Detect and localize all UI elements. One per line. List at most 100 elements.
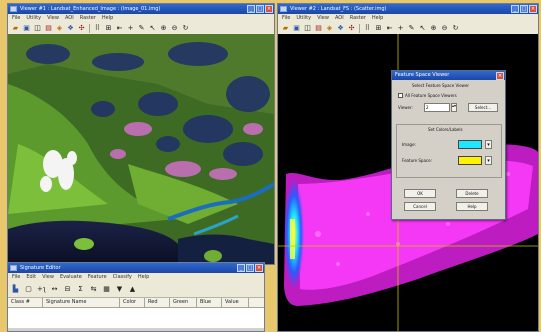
maximize-icon[interactable]: □ xyxy=(246,264,254,272)
menu-feature[interactable]: Feature xyxy=(87,274,107,280)
open-icon[interactable]: ▰ xyxy=(282,23,289,32)
cross-icon[interactable]: + xyxy=(397,23,404,32)
minimize-icon[interactable]: _ xyxy=(237,264,245,272)
zoom-icon[interactable]: ✣ xyxy=(78,23,85,32)
left-viewer-titlebar[interactable]: Viewer #1 : Landsat_Enhanced_Image : (Im… xyxy=(8,4,274,14)
feature-space-dialog: Feature Space Viewer × Select Feature Sp… xyxy=(391,70,506,220)
all-viewers-checkbox[interactable] xyxy=(398,93,403,98)
viewer-spin-button[interactable]: ▴▾ xyxy=(451,103,457,112)
signature-editor-titlebar[interactable]: Signature Editor _ □ × xyxy=(8,263,264,273)
menu-aoi[interactable]: AOI xyxy=(64,15,74,21)
grid-icon[interactable]: ⊞ xyxy=(375,23,382,32)
zoom-in-icon[interactable]: ⊕ xyxy=(430,23,437,32)
dialog-titlebar[interactable]: Feature Space Viewer × xyxy=(392,71,505,80)
column-header-green[interactable]: Green xyxy=(170,298,197,307)
grid-icon[interactable]: ⊞ xyxy=(105,23,112,32)
move-down-icon[interactable]: ▼ xyxy=(116,284,123,293)
replace-icon[interactable]: ↔ xyxy=(51,284,58,293)
menu-aoi[interactable]: AOI xyxy=(334,15,344,21)
column-header-color[interactable]: Color xyxy=(120,298,145,307)
satellite-image-view[interactable] xyxy=(8,34,274,264)
menu-edit[interactable]: Edit xyxy=(26,274,37,280)
menu-utility[interactable]: Utility xyxy=(296,15,312,21)
inquire-icon[interactable]: ✎ xyxy=(408,23,415,32)
ok-button[interactable]: OK xyxy=(404,189,436,198)
menu-help[interactable]: Help xyxy=(371,15,384,21)
feature-color-dropdown[interactable]: ▾ xyxy=(485,156,492,165)
new-signature-icon[interactable]: ▙ xyxy=(12,284,19,293)
column-header-red[interactable]: Red xyxy=(145,298,170,307)
menu-raster[interactable]: Raster xyxy=(79,15,96,21)
arrow-icon[interactable]: ↖ xyxy=(419,23,426,32)
menu-classify[interactable]: Classify xyxy=(112,274,132,280)
rotate-icon[interactable]: ↻ xyxy=(182,23,189,32)
layer-icon[interactable]: ◈ xyxy=(56,23,63,32)
menu-evaluate[interactable]: Evaluate xyxy=(59,274,82,280)
menu-view[interactable]: View xyxy=(47,15,59,21)
zoom-in-icon[interactable]: ⊕ xyxy=(160,23,167,32)
dialog-body: Select Feature Space Viewer All Feature … xyxy=(392,80,505,220)
info-icon[interactable]: ❖ xyxy=(337,23,344,32)
open-icon[interactable]: ▰ xyxy=(12,23,19,32)
select-icon[interactable]: ⠿ xyxy=(94,23,101,32)
delete-button[interactable]: Delete xyxy=(456,189,488,198)
copy-icon[interactable]: ▢ xyxy=(25,284,32,293)
move-up-icon[interactable]: ▲ xyxy=(129,284,136,293)
close-icon[interactable]: × xyxy=(255,264,263,272)
pan-icon[interactable]: ⇤ xyxy=(386,23,393,32)
column-header-class[interactable]: Class # xyxy=(8,298,43,307)
select-button[interactable]: Select... xyxy=(468,103,498,112)
help-button[interactable]: Help xyxy=(456,202,488,211)
zoom-icon[interactable]: ✣ xyxy=(348,23,355,32)
maximize-icon[interactable]: □ xyxy=(256,5,264,13)
menu-file[interactable]: File xyxy=(12,15,21,21)
close-icon[interactable]: × xyxy=(265,5,273,13)
inquire-icon[interactable]: ✎ xyxy=(138,23,145,32)
column-header-value[interactable]: Value xyxy=(222,298,249,307)
sort-icon[interactable]: Σ xyxy=(78,284,83,293)
cross-icon[interactable]: + xyxy=(127,23,134,32)
column-header-blue[interactable]: Blue xyxy=(197,298,222,307)
right-viewer-titlebar[interactable]: Viewer #2 : Landsat_FS : (Scatter.img) _… xyxy=(278,4,538,14)
close-icon[interactable]: × xyxy=(496,72,504,80)
minimize-icon[interactable]: _ xyxy=(511,5,519,13)
add-icon[interactable]: +ʅ xyxy=(36,284,47,293)
edit-icon[interactable]: ▦ xyxy=(103,284,110,293)
signature-editor-window: Signature Editor _ □ × File Edit View Ev… xyxy=(7,262,265,332)
clear-icon[interactable]: ▤ xyxy=(315,23,322,32)
feature-color-swatch[interactable] xyxy=(458,156,482,165)
menu-file[interactable]: File xyxy=(12,274,21,280)
signature-table-body[interactable] xyxy=(8,308,264,328)
clear-icon[interactable]: ▤ xyxy=(45,23,52,32)
save-icon[interactable]: ▣ xyxy=(293,23,300,32)
viewer-number-input[interactable]: 2 xyxy=(424,103,450,112)
dialog-window-controls: × xyxy=(496,72,504,80)
menu-utility[interactable]: Utility xyxy=(26,15,42,21)
menu-view[interactable]: View xyxy=(42,274,54,280)
menu-help[interactable]: Help xyxy=(137,274,150,280)
column-header-signature-name[interactable]: Signature Name xyxy=(43,298,120,307)
maximize-icon[interactable]: □ xyxy=(520,5,528,13)
close-icon[interactable]: × xyxy=(529,5,537,13)
print-icon[interactable]: ◫ xyxy=(34,23,41,32)
zoom-out-icon[interactable]: ⊖ xyxy=(171,23,178,32)
layer-icon[interactable]: ◈ xyxy=(326,23,333,32)
highlight-color-swatch[interactable] xyxy=(458,140,482,149)
menu-help[interactable]: Help xyxy=(101,15,114,21)
highlight-color-dropdown[interactable]: ▾ xyxy=(485,140,492,149)
display-icon[interactable]: ⇆ xyxy=(90,284,97,293)
menu-view[interactable]: View xyxy=(317,15,329,21)
rotate-icon[interactable]: ↻ xyxy=(452,23,459,32)
select-icon[interactable]: ⠿ xyxy=(364,23,371,32)
menu-file[interactable]: File xyxy=(282,15,291,21)
save-icon[interactable]: ▣ xyxy=(23,23,30,32)
merge-icon[interactable]: ⊟ xyxy=(64,284,71,293)
minimize-icon[interactable]: _ xyxy=(247,5,255,13)
pan-icon[interactable]: ⇤ xyxy=(116,23,123,32)
zoom-out-icon[interactable]: ⊖ xyxy=(441,23,448,32)
info-icon[interactable]: ❖ xyxy=(67,23,74,32)
cancel-button[interactable]: Cancel xyxy=(404,202,436,211)
print-icon[interactable]: ◫ xyxy=(304,23,311,32)
menu-raster[interactable]: Raster xyxy=(349,15,366,21)
arrow-icon[interactable]: ↖ xyxy=(149,23,156,32)
